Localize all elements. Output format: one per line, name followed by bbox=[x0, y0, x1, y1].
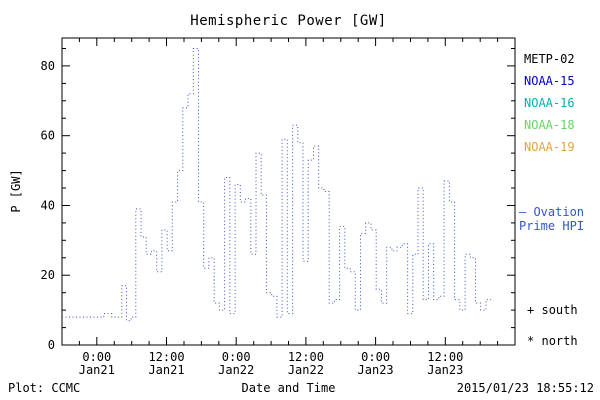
legend-item-metp-02: METP-02 bbox=[524, 52, 575, 66]
model-legend: – Ovation Prime HPI bbox=[519, 205, 584, 233]
legend-marker-north: * north bbox=[527, 334, 578, 348]
x-tick-label-date: Jan21 bbox=[148, 363, 184, 377]
x-tick-label-time: 0:00 bbox=[222, 350, 251, 364]
x-tick-label-date: Jan21 bbox=[79, 363, 115, 377]
x-tick-label-date: Jan23 bbox=[427, 363, 463, 377]
x-tick-label-time: 0:00 bbox=[361, 350, 390, 364]
x-tick-label-date: Jan22 bbox=[288, 363, 324, 377]
x-axis-label: Date and Time bbox=[241, 381, 336, 395]
legend-marker-south: + south bbox=[527, 303, 578, 317]
plus-marker-icon: + bbox=[527, 303, 535, 317]
asterisk-marker-icon: * bbox=[527, 334, 535, 348]
legend-item-noaa-16: NOAA-16 bbox=[524, 96, 575, 110]
x-tick-label-date: Jan22 bbox=[218, 363, 254, 377]
x-tick-label-time: 12:00 bbox=[427, 350, 463, 364]
plot-frame bbox=[61, 37, 516, 346]
legend-item-noaa-18: NOAA-18 bbox=[524, 118, 575, 132]
x-tick-label-time: 0:00 bbox=[82, 350, 111, 364]
model-legend-line1: – Ovation bbox=[519, 205, 585, 219]
y-tick-label: 40 bbox=[41, 199, 55, 213]
y-tick-label: 20 bbox=[41, 268, 55, 282]
hpi-step-line bbox=[62, 48, 492, 322]
y-axis-label: P [GW] bbox=[9, 169, 23, 213]
x-tick-label-time: 12:00 bbox=[288, 350, 324, 364]
legend-item-noaa-15: NOAA-15 bbox=[524, 74, 575, 88]
chart-title: Hemispheric Power [GW] bbox=[190, 13, 387, 29]
model-legend-line2: Prime HPI bbox=[519, 219, 585, 233]
y-tick-label: 0 bbox=[48, 338, 55, 352]
y-tick-label: 80 bbox=[41, 59, 55, 73]
timestamp: 2015/01/23 18:55:12 bbox=[456, 381, 594, 395]
legend-item-noaa-19: NOAA-19 bbox=[524, 140, 575, 154]
plot-credit: Plot: CCMC bbox=[8, 381, 81, 395]
x-tick-label-time: 12:00 bbox=[148, 350, 184, 364]
satellite-legend: METP-02 NOAA-15 NOAA-16 NOAA-18 NOAA-19 bbox=[524, 48, 598, 158]
x-tick-label-date: Jan23 bbox=[358, 363, 394, 377]
y-tick-label: 60 bbox=[41, 129, 55, 143]
